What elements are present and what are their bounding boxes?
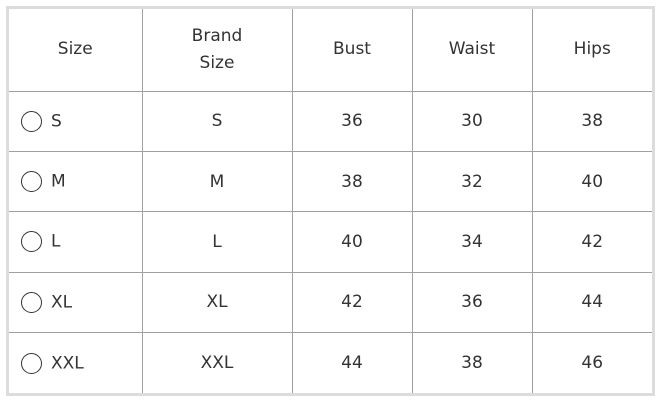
size-label: S: [51, 111, 62, 132]
hips-cell: 40: [531, 150, 652, 213]
size-label: L: [51, 231, 61, 252]
header-hips: Hips: [531, 9, 652, 92]
waist-cell: 32: [411, 150, 533, 213]
table-row[interactable]: XL XL 42 36 44: [9, 271, 652, 334]
hips-cell: 44: [531, 271, 652, 334]
header-bust: Bust: [291, 9, 413, 92]
table-row[interactable]: L L 40 34 42: [9, 211, 652, 273]
bust-cell: 38: [291, 150, 413, 213]
size-label: XXL: [51, 353, 84, 374]
header-brand-size-line2: Size: [199, 52, 235, 73]
header-row: Size Brand Size Bust Waist Hips: [9, 9, 652, 92]
brand-size-cell: M: [141, 150, 293, 213]
table-row[interactable]: M M 38 32 40: [9, 150, 652, 213]
brand-size-cell: S: [141, 90, 293, 152]
bust-cell: 42: [291, 271, 413, 334]
size-label: XL: [51, 292, 73, 313]
size-cell[interactable]: XXL: [9, 332, 143, 393]
size-radio[interactable]: [21, 171, 42, 193]
size-table: Size Brand Size Bust Waist Hips S S 36 30…: [9, 9, 652, 393]
size-cell[interactable]: M: [9, 150, 143, 213]
waist-cell: 30: [411, 90, 533, 152]
size-chart: Size Brand Size Bust Waist Hips S S 36 30…: [6, 6, 655, 396]
size-cell[interactable]: S: [9, 90, 143, 152]
hips-cell: 46: [531, 332, 652, 393]
brand-size-cell: XXL: [141, 332, 293, 393]
header-waist: Waist: [411, 9, 533, 92]
header-size: Size: [9, 9, 143, 92]
header-brand-size-line1: Brand: [191, 25, 243, 46]
header-brand-size: Brand Size: [141, 9, 293, 92]
waist-cell: 34: [411, 211, 533, 273]
table-row[interactable]: XXL XXL 44 38 46: [9, 332, 652, 393]
bust-cell: 44: [291, 332, 413, 393]
brand-size-cell: L: [141, 211, 293, 273]
size-radio[interactable]: [21, 291, 42, 313]
size-radio[interactable]: [21, 110, 42, 132]
hips-cell: 38: [531, 90, 652, 152]
brand-size-cell: XL: [141, 271, 293, 334]
table-row[interactable]: S S 36 30 38: [9, 90, 652, 152]
bust-cell: 36: [291, 90, 413, 152]
waist-cell: 36: [411, 271, 533, 334]
size-label: M: [51, 171, 66, 192]
waist-cell: 38: [411, 332, 533, 393]
size-radio[interactable]: [21, 352, 42, 374]
size-cell[interactable]: XL: [9, 271, 143, 334]
bust-cell: 40: [291, 211, 413, 273]
size-cell[interactable]: L: [9, 211, 143, 273]
size-radio[interactable]: [21, 231, 42, 253]
hips-cell: 42: [531, 211, 652, 273]
